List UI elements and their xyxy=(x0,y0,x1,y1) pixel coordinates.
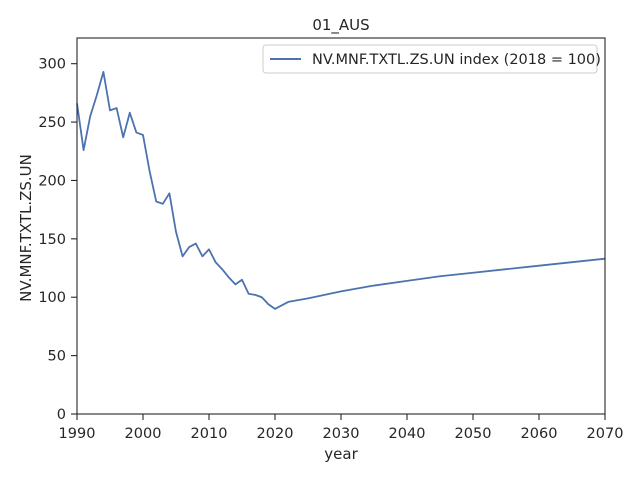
x-tick-label: 2060 xyxy=(521,426,558,442)
y-tick-label: 250 xyxy=(38,115,66,131)
series-group xyxy=(76,70,606,310)
x-tick-label: 2030 xyxy=(323,426,360,442)
y-axis-label: NV.MNF.TXTL.ZS.UN xyxy=(17,154,35,302)
plot-frame xyxy=(76,37,606,415)
series-line xyxy=(76,70,606,310)
y-tick-label: 150 xyxy=(38,232,66,248)
x-tick-label: 2050 xyxy=(455,426,492,442)
y-axis: 0 50 100 150 200 250 300 xyxy=(38,57,77,423)
x-tick-label: 2000 xyxy=(125,426,162,442)
x-axis-label: year xyxy=(324,445,358,463)
y-tick-label: 100 xyxy=(38,290,66,306)
legend-label: NV.MNF.TXTL.ZS.UN index (2018 = 100) xyxy=(312,52,601,68)
x-tick-label: 2040 xyxy=(389,426,426,442)
legend-box xyxy=(262,44,598,74)
x-tick-label: 2070 xyxy=(587,426,624,442)
y-tick-label: 50 xyxy=(48,349,66,365)
x-tick-label: 2020 xyxy=(257,426,294,442)
chart-title: 01_AUS xyxy=(312,16,369,35)
x-tick-label: 2010 xyxy=(191,426,228,442)
legend: NV.MNF.TXTL.ZS.UN index (2018 = 100) xyxy=(262,44,601,74)
x-tick-label: 1990 xyxy=(59,426,96,442)
y-tick-label: 200 xyxy=(38,173,66,189)
y-tick-label: 300 xyxy=(38,57,66,73)
y-tick-label: 0 xyxy=(57,407,66,423)
x-axis: 1990 2000 2010 2020 2030 2040 2050 2060 2070 xyxy=(59,414,624,442)
